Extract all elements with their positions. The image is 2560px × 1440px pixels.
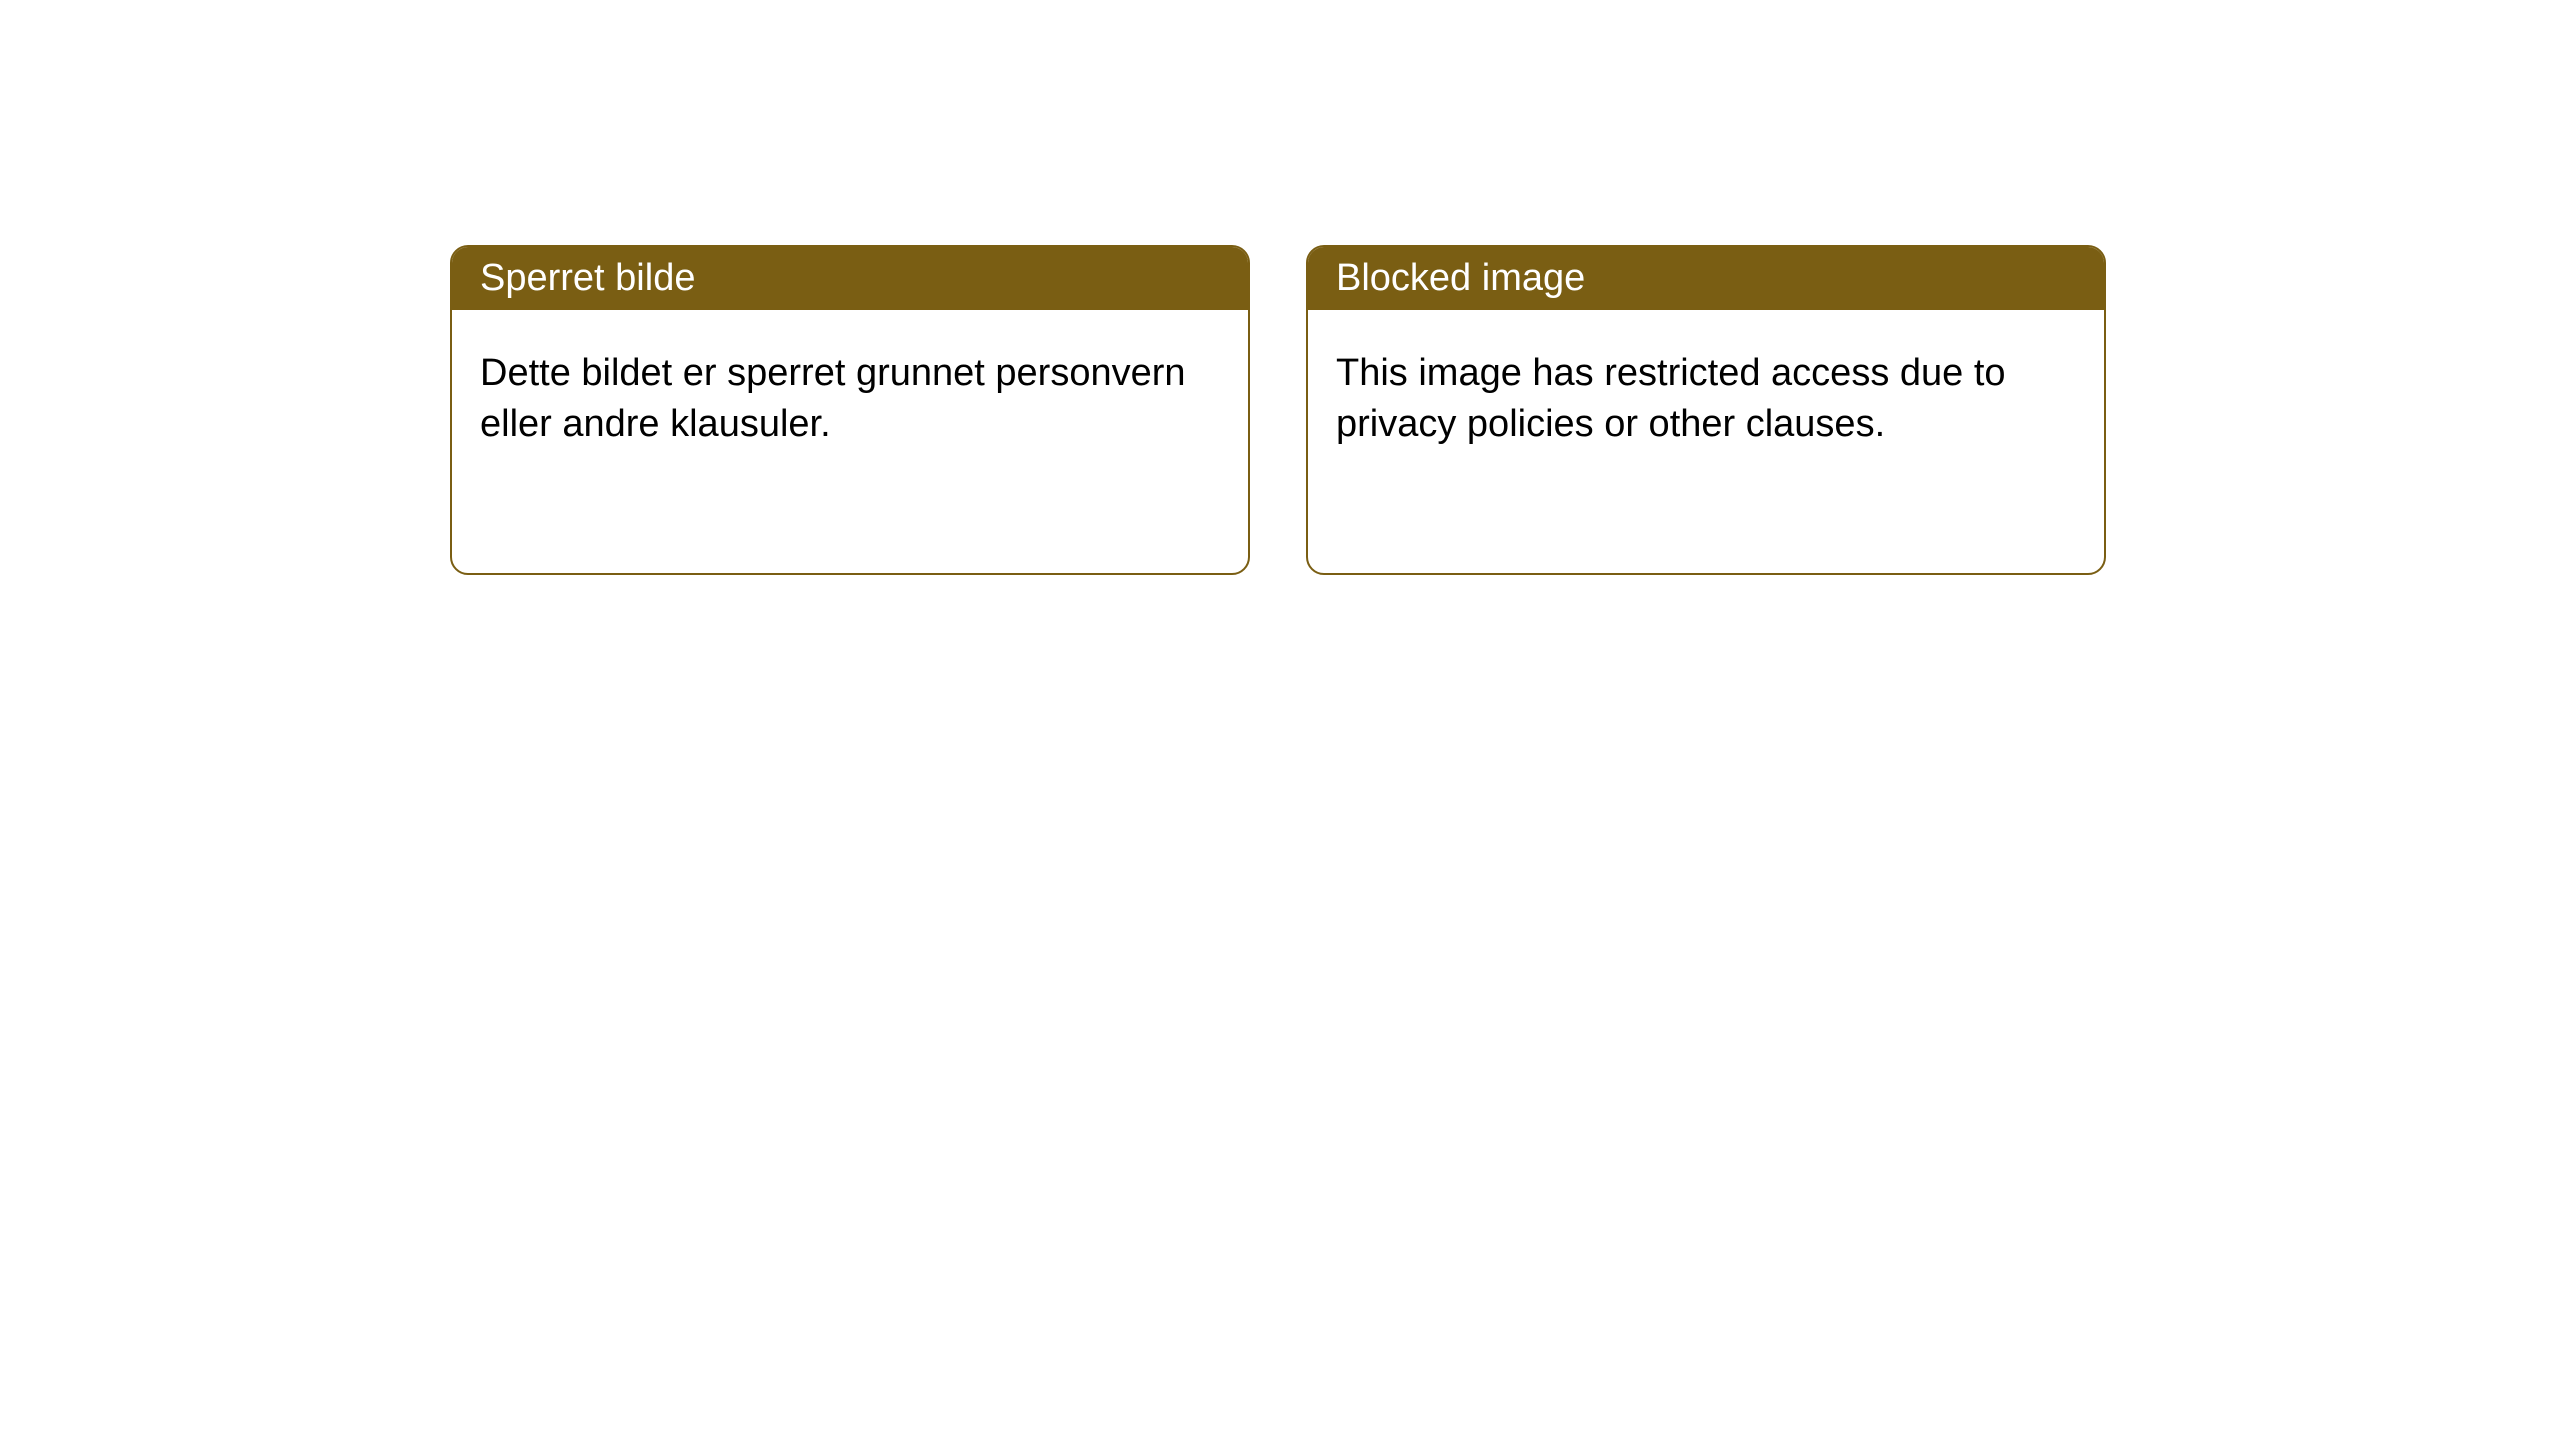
notice-container: Sperret bilde Dette bildet er sperret gr…: [0, 0, 2560, 575]
notice-card-norwegian: Sperret bilde Dette bildet er sperret gr…: [450, 245, 1250, 575]
notice-body: This image has restricted access due to …: [1308, 310, 2104, 489]
notice-card-english: Blocked image This image has restricted …: [1306, 245, 2106, 575]
notice-body: Dette bildet er sperret grunnet personve…: [452, 310, 1248, 489]
notice-title: Blocked image: [1308, 247, 2104, 310]
notice-title: Sperret bilde: [452, 247, 1248, 310]
